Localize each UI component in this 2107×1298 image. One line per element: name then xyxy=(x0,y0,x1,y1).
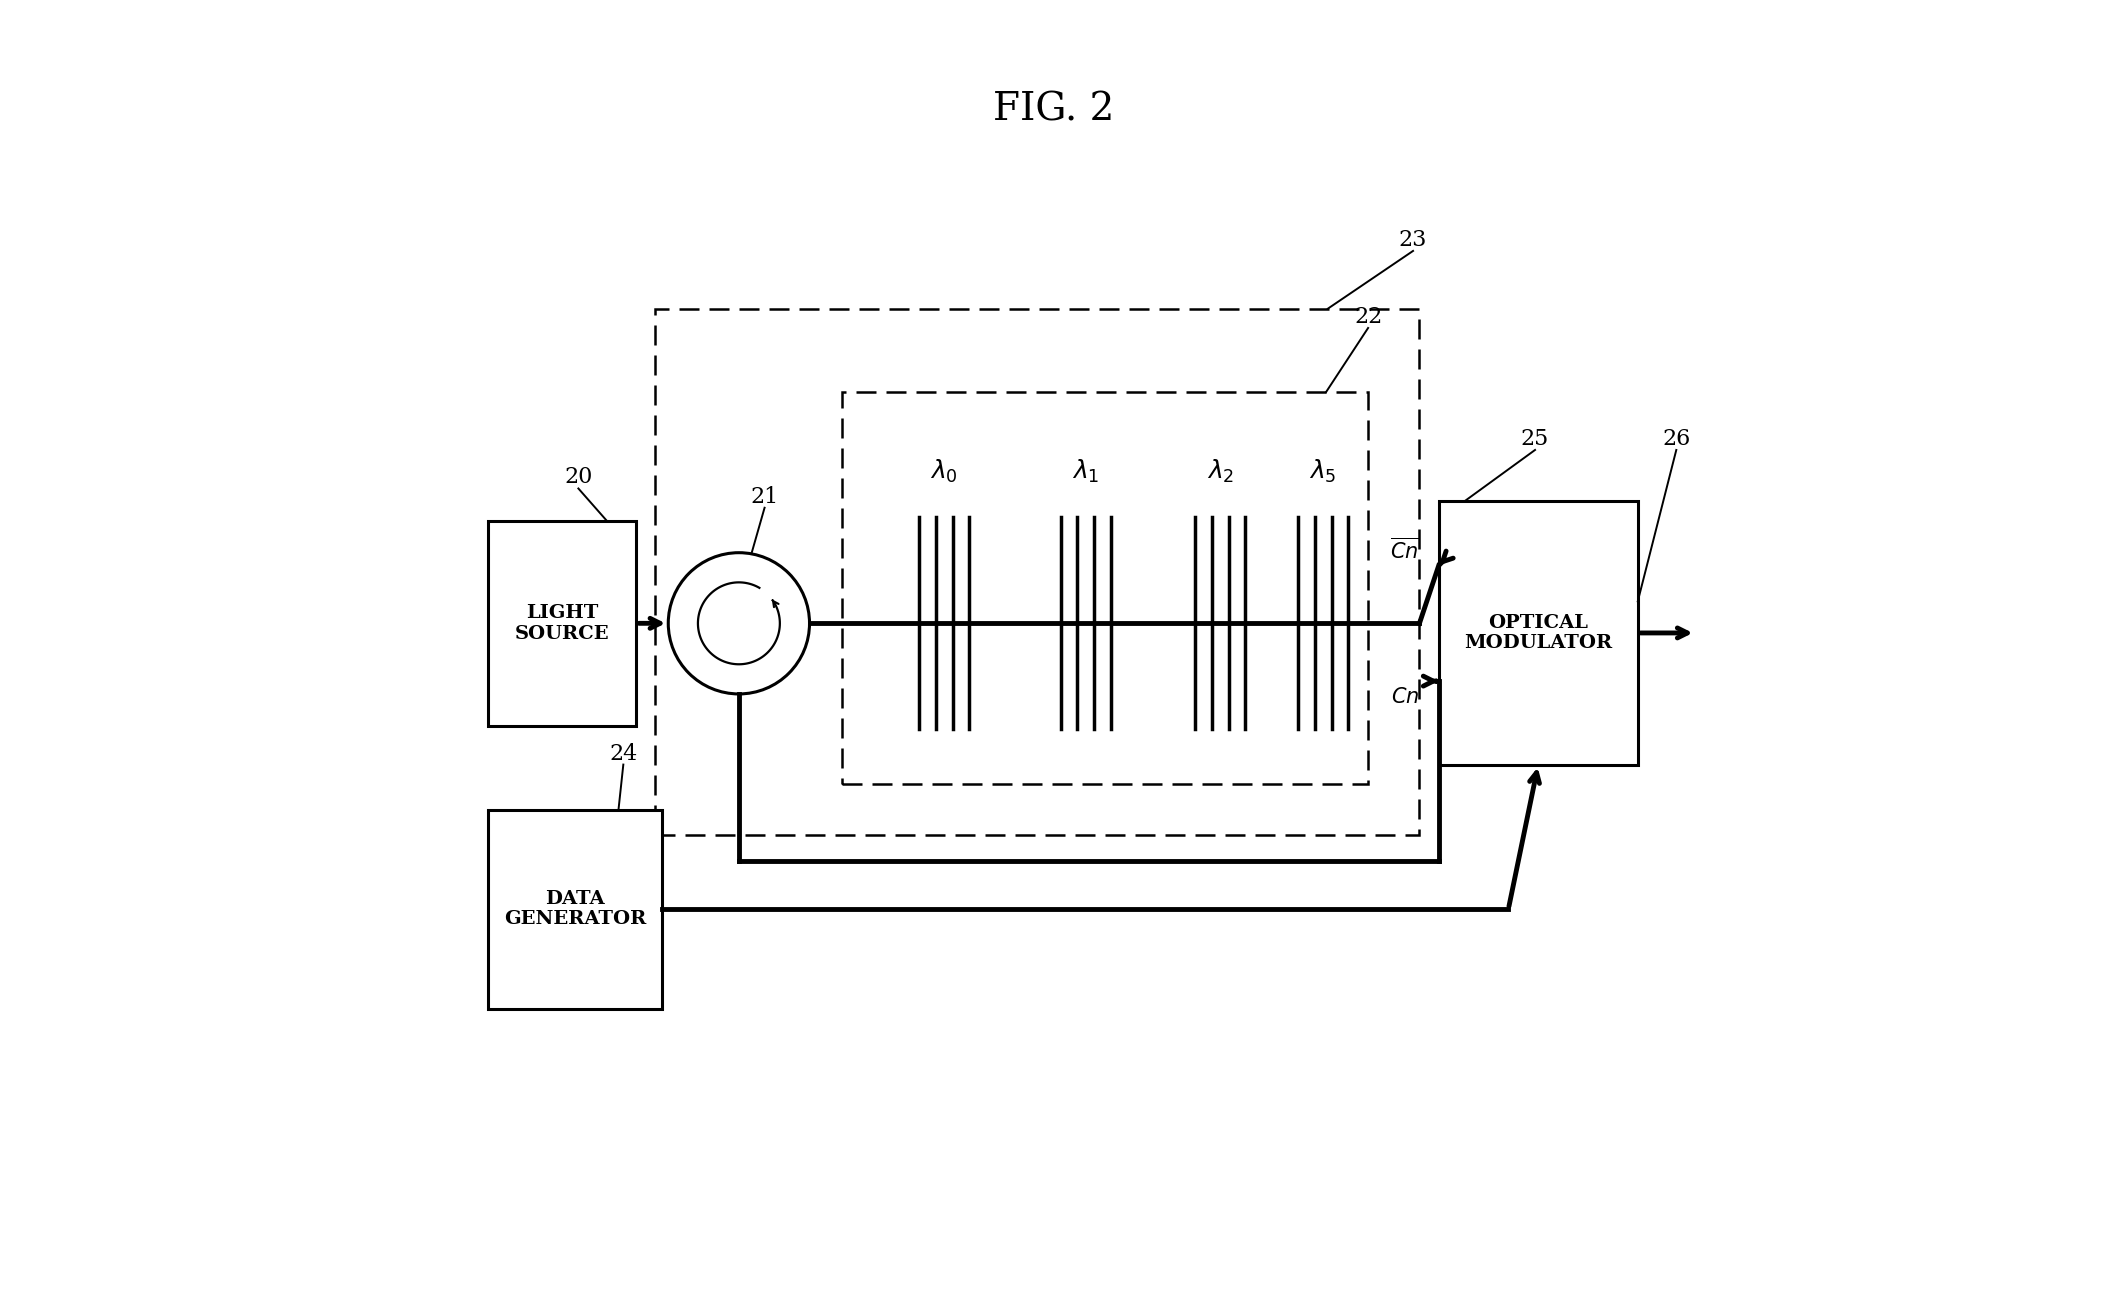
Text: 21: 21 xyxy=(750,485,780,508)
Bar xyxy=(655,309,1420,835)
Text: $\lambda_{0}$: $\lambda_{0}$ xyxy=(931,458,959,485)
Bar xyxy=(489,810,662,1009)
Text: OPTICAL
MODULATOR: OPTICAL MODULATOR xyxy=(1464,614,1612,653)
Text: 24: 24 xyxy=(609,742,638,765)
Bar xyxy=(489,520,636,726)
Text: $\lambda_{5}$: $\lambda_{5}$ xyxy=(1308,458,1336,485)
Bar xyxy=(1439,501,1637,765)
Text: $\lambda_{2}$: $\lambda_{2}$ xyxy=(1207,458,1235,485)
Text: $Cn$: $Cn$ xyxy=(1391,687,1420,706)
Text: $\overline{Cn}$: $\overline{Cn}$ xyxy=(1391,537,1420,563)
Text: 22: 22 xyxy=(1355,306,1382,328)
Text: FIG. 2: FIG. 2 xyxy=(992,91,1115,129)
Text: 23: 23 xyxy=(1399,228,1426,251)
Text: LIGHT
SOURCE: LIGHT SOURCE xyxy=(514,604,609,643)
Text: 26: 26 xyxy=(1662,428,1690,450)
Bar xyxy=(841,392,1367,784)
Text: DATA
GENERATOR: DATA GENERATOR xyxy=(504,889,647,928)
Text: 20: 20 xyxy=(565,466,592,488)
Text: $\lambda_{1}$: $\lambda_{1}$ xyxy=(1072,458,1100,485)
Text: 25: 25 xyxy=(1521,428,1549,450)
